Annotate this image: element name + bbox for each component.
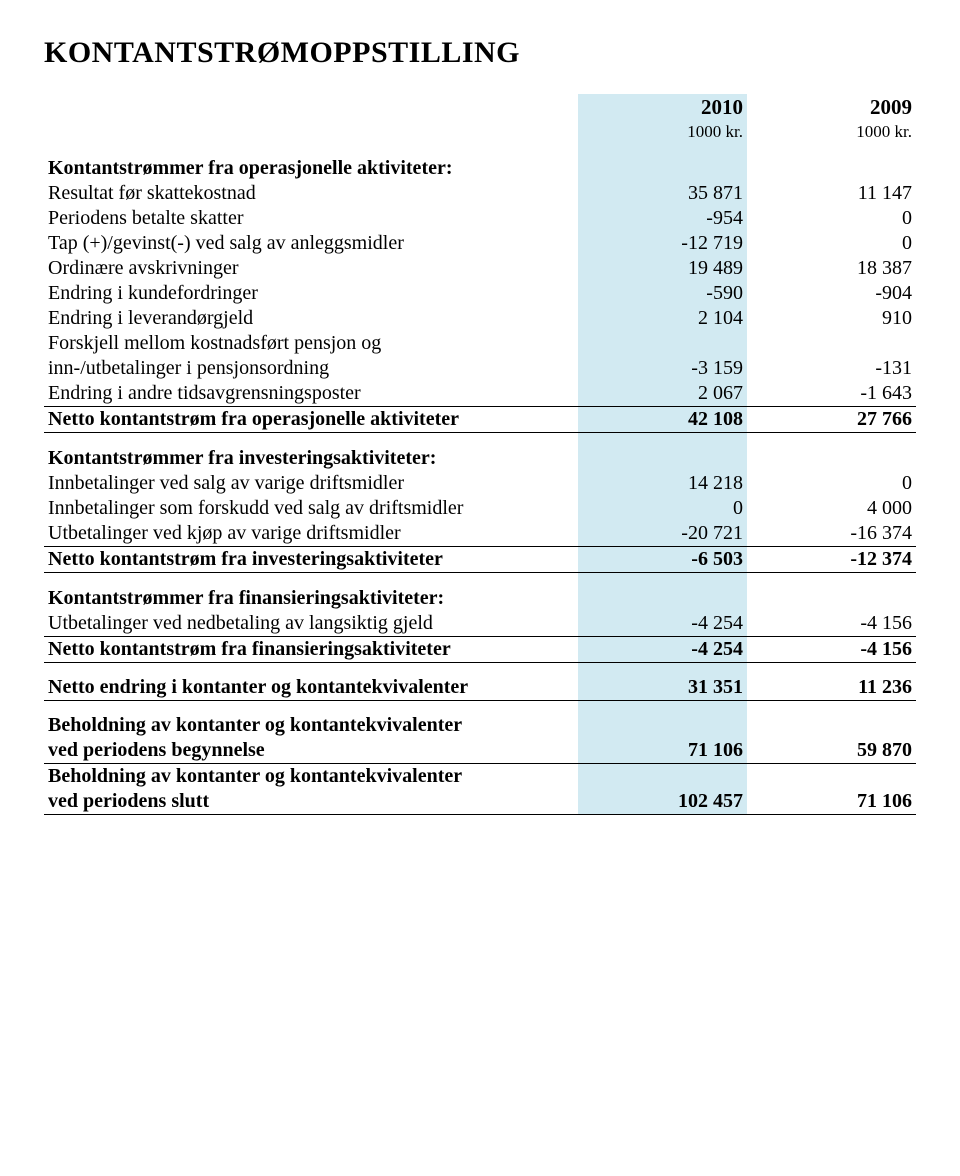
table-row: Innbetalinger som forskudd ved salg av d… bbox=[44, 496, 916, 521]
section-heading-fin: Kontantstrømmer fra finansieringsaktivit… bbox=[44, 573, 578, 612]
closing-balance-row: Beholdning av kontanter og kontantekviva… bbox=[44, 764, 916, 790]
col-year-2: 2009 bbox=[747, 94, 916, 121]
closing-balance-row: ved periodens slutt 102 457 71 106 bbox=[44, 789, 916, 815]
table-row: Resultat før skattekostnad35 87111 147 bbox=[44, 181, 916, 206]
total-row-fin: Netto kontantstrøm fra finansieringsakti… bbox=[44, 637, 916, 663]
opening-balance-row: Beholdning av kontanter og kontantekviva… bbox=[44, 713, 916, 738]
table-row: Endring i andre tidsavgrensningsposter2 … bbox=[44, 381, 916, 407]
section-heading-ops: Kontantstrømmer fra operasjonelle aktivi… bbox=[44, 143, 578, 181]
page-title: KONTANTSTRØMOPPSTILLING bbox=[44, 36, 916, 70]
section-heading-inv: Kontantstrømmer fra investeringsaktivite… bbox=[44, 433, 578, 472]
table-row: Endring i kundefordringer-590-904 bbox=[44, 281, 916, 306]
blank-cell bbox=[44, 94, 578, 121]
table-row: Utbetalinger ved kjøp av varige driftsmi… bbox=[44, 521, 916, 547]
table-row: Innbetalinger ved salg av varige driftsm… bbox=[44, 471, 916, 496]
blank-cell bbox=[44, 121, 578, 143]
cashflow-table: 2010 2009 1000 kr. 1000 kr. Kontantstrøm… bbox=[44, 94, 916, 815]
total-row-ops: Netto kontantstrøm fra operasjonelle akt… bbox=[44, 407, 916, 433]
net-change-row: Netto endring i kontanter og kontantekvi… bbox=[44, 675, 916, 701]
total-row-inv: Netto kontantstrøm fra investeringsaktiv… bbox=[44, 547, 916, 573]
col-unit-2: 1000 kr. bbox=[747, 121, 916, 143]
table-row: Periodens betalte skatter-9540 bbox=[44, 206, 916, 231]
table-row: Endring i leverandørgjeld2 104910 bbox=[44, 306, 916, 331]
opening-balance-row: ved periodens begynnelse 71 106 59 870 bbox=[44, 738, 916, 764]
table-row: Tap (+)/gevinst(-) ved salg av anleggsmi… bbox=[44, 231, 916, 256]
table-row: Utbetalinger ved nedbetaling av langsikt… bbox=[44, 611, 916, 637]
table-row: Ordinære avskrivninger19 48918 387 bbox=[44, 256, 916, 281]
table-row: Forskjell mellom kostnadsført pensjon og bbox=[44, 331, 916, 356]
col-unit-1: 1000 kr. bbox=[578, 121, 747, 143]
table-row: inn-/utbetalinger i pensjonsordning-3 15… bbox=[44, 356, 916, 381]
col-year-1: 2010 bbox=[578, 94, 747, 121]
